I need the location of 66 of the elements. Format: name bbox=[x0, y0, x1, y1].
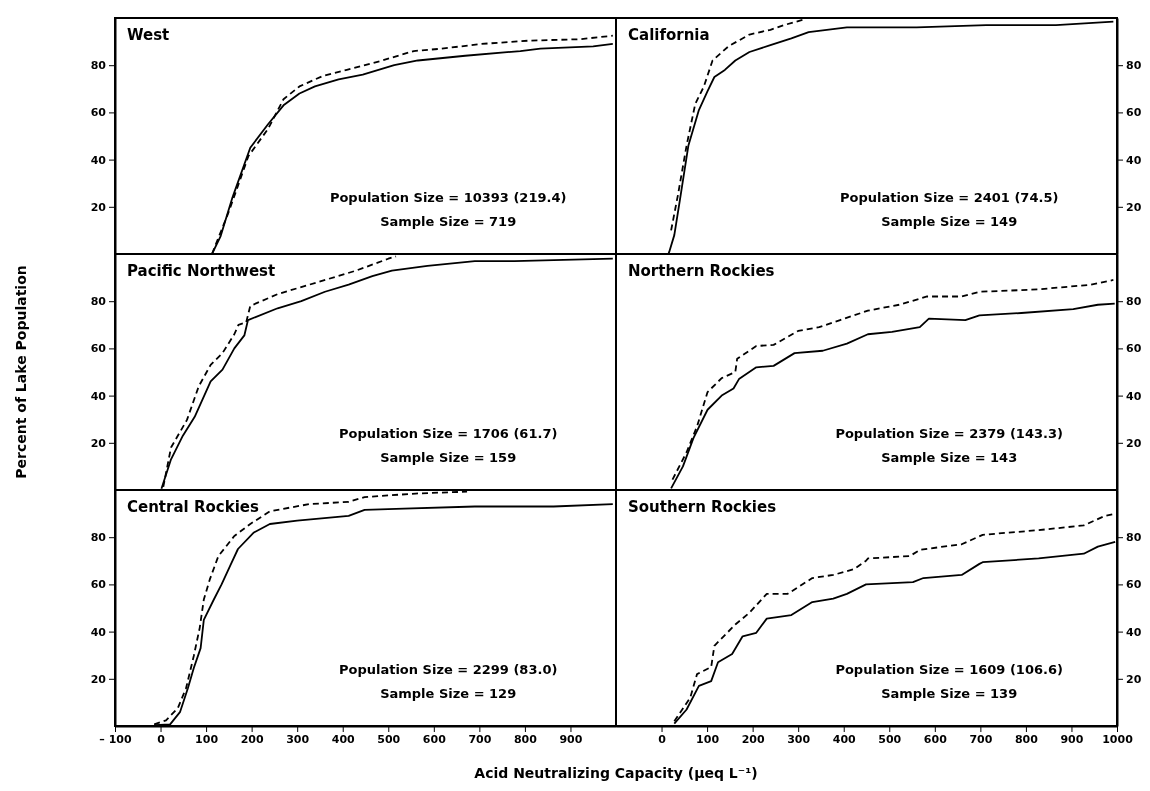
annotation: Sample Size = 159 bbox=[380, 450, 517, 465]
x-tick-label: 600 bbox=[923, 732, 948, 746]
y-tick-label: 40 bbox=[90, 153, 107, 167]
x-tick-label: 400 bbox=[832, 732, 857, 746]
x-tick-label: 400 bbox=[331, 732, 356, 746]
x-tick-label: 0 bbox=[157, 732, 166, 746]
y-tick-label: 60 bbox=[90, 578, 107, 592]
annotation: Population Size = 2299 (83.0) bbox=[338, 662, 558, 677]
annotation: Population Size = 1706 (61.7) bbox=[338, 426, 558, 441]
annotation: Sample Size = 139 bbox=[881, 686, 1018, 701]
text: California bbox=[628, 26, 710, 44]
annotation: Population Size = 1609 (106.6) bbox=[835, 662, 1063, 677]
x-tick-label: 500 bbox=[878, 732, 902, 746]
y-tick-label: 20 bbox=[90, 436, 107, 450]
x-tick-label: 600 bbox=[422, 732, 447, 746]
x-tick-label: 0 bbox=[658, 732, 667, 746]
y-tick-label: 60 bbox=[90, 106, 107, 120]
x-tick-label: 200 bbox=[240, 732, 264, 746]
x-tick-label: 300 bbox=[286, 732, 310, 746]
y-tick-label: 60 bbox=[1126, 342, 1142, 356]
x-tick-label: 100 bbox=[195, 732, 219, 746]
y-tick-label: 80 bbox=[90, 295, 107, 309]
y-tick-label: 80 bbox=[90, 59, 107, 73]
x-tick-label: 100 bbox=[696, 732, 720, 746]
text: Pacific Northwest bbox=[127, 262, 276, 280]
annotation: Sample Size = 143 bbox=[881, 450, 1018, 465]
y-tick-label: 40 bbox=[90, 389, 107, 403]
y-tick-label: 40 bbox=[1126, 153, 1142, 167]
y-tick-label: 80 bbox=[1126, 295, 1142, 309]
x-tick-label: 500 bbox=[377, 732, 401, 746]
text: West bbox=[127, 26, 170, 44]
x-tick-label: – 100 bbox=[99, 732, 132, 746]
x-tick-label: 1000 bbox=[1102, 732, 1134, 746]
x-tick-label: 700 bbox=[468, 732, 492, 746]
y-tick-label: 40 bbox=[90, 625, 107, 639]
y-tick-label: 80 bbox=[1126, 531, 1142, 545]
y-tick-label: 20 bbox=[90, 672, 107, 686]
text: Southern Rockies bbox=[628, 498, 777, 516]
y-tick-label: 60 bbox=[1126, 578, 1142, 592]
y-tick-label: 20 bbox=[1126, 436, 1142, 450]
y-tick-label: 20 bbox=[1126, 672, 1142, 686]
annotation: Population Size = 2401 (74.5) bbox=[839, 190, 1059, 205]
y-tick-label: 80 bbox=[1126, 59, 1142, 73]
x-tick-label: 900 bbox=[1060, 732, 1084, 746]
annotation: Population Size = 10393 (219.4) bbox=[329, 190, 567, 205]
annotation: Population Size = 2379 (143.3) bbox=[835, 426, 1063, 441]
y-tick-label: 80 bbox=[90, 531, 107, 545]
y-tick-label: 40 bbox=[1126, 389, 1142, 403]
x-tick-label: 300 bbox=[787, 732, 811, 746]
x-tick-label: 700 bbox=[969, 732, 993, 746]
text: Northern Rockies bbox=[628, 262, 775, 280]
text: Central Rockies bbox=[127, 498, 259, 516]
x-axis-title: Acid Neutralizing Capacity (μeq L⁻¹) bbox=[474, 765, 758, 781]
x-tick-label: 200 bbox=[741, 732, 765, 746]
y-tick-label: 20 bbox=[1126, 200, 1142, 214]
y-tick-label: 40 bbox=[1126, 625, 1142, 639]
x-tick-label: 900 bbox=[559, 732, 583, 746]
y-tick-label: 20 bbox=[90, 200, 107, 214]
y-tick-label: 60 bbox=[1126, 106, 1142, 120]
annotation: Sample Size = 129 bbox=[380, 686, 517, 701]
x-tick-label: 800 bbox=[1014, 732, 1039, 746]
y-axis-title: Percent of Lake Population bbox=[13, 265, 29, 479]
x-tick-label: 800 bbox=[513, 732, 538, 746]
annotation: Sample Size = 149 bbox=[881, 214, 1018, 229]
y-tick-label: 60 bbox=[90, 342, 107, 356]
annotation: Sample Size = 719 bbox=[380, 214, 517, 229]
